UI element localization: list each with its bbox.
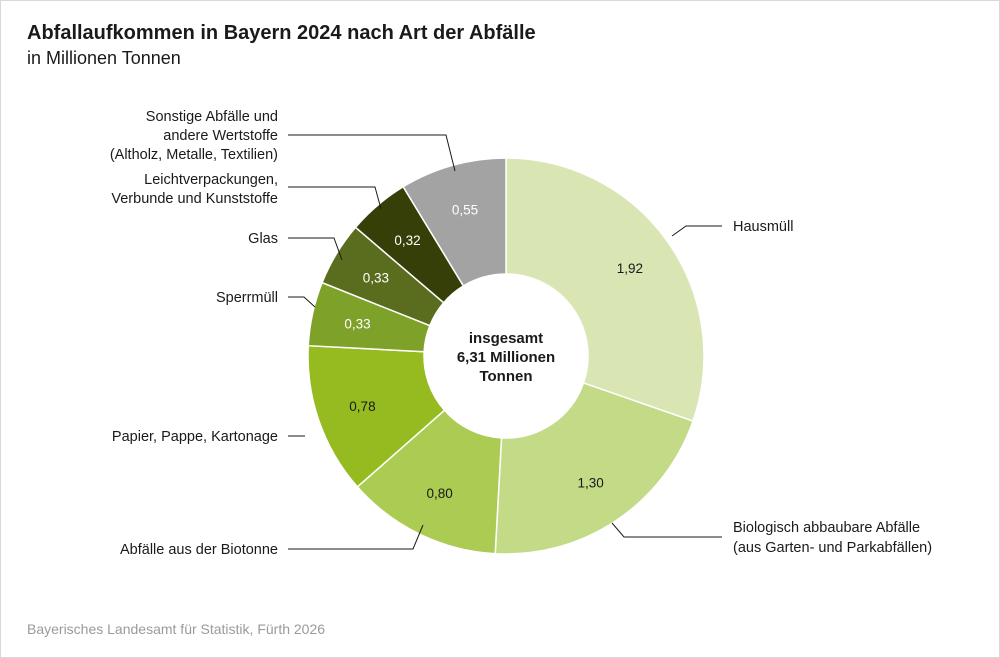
slice-papier-pappe-kartonage (307, 344, 446, 488)
slice-abfalle-aus-der-biotonne (356, 409, 503, 555)
leader-line-hausmull (671, 225, 722, 237)
category-label-papier-pappe-kartonage: Papier, Pappe, Kartonage (112, 429, 278, 445)
slice-labels: Hausmüll Biologisch abbaubare Abfälle (aus… (110, 109, 932, 558)
value-label-glas: 0,33 (363, 270, 389, 285)
chart-subtitle: in Millionen Tonnen (27, 48, 181, 68)
value-label-abfalle-aus-der-biotonne: 0,80 (427, 486, 453, 501)
category-label-hausmull: Hausmüll (733, 219, 793, 235)
category-label-leichtverpackungen-verbunde-und-kunststoffe-line-2: Verbunde und Kunststoffe (111, 191, 278, 207)
category-label-sonstige-abfalle-und-andere-wertstoffe-altholz-metalle-textilien-line-1: Sonstige Abfälle und (146, 109, 278, 125)
leader-line-abfalle-aus-der-biotonne (288, 524, 424, 550)
center-label-line-2: 6,31 Millionen (457, 349, 555, 366)
slice-values: 1,92 1,30 0,80 0,78 0,33 0,33 0,32 0,55 (344, 203, 643, 501)
category-label-sonstige-abfalle-und-andere-wertstoffe-altholz-metalle-textilien-line-3: (Altholz, Metalle, Textilien) (110, 147, 278, 163)
value-label-sonstige-abfalle-und-andere-wertstoffe-altholz-metalle-textilien: 0,55 (452, 203, 478, 218)
slice-hausmull (505, 157, 705, 423)
value-label-papier-pappe-kartonage: 0,78 (349, 399, 375, 414)
category-label-abfalle-aus-der-biotonne: Abfälle aus der Biotonne (120, 542, 278, 558)
source-note: Bayerisches Landesamt für Statistik, Für… (27, 621, 326, 637)
category-label-leichtverpackungen-verbunde-und-kunststoffe-line-1: Leichtverpackungen, (144, 172, 278, 188)
category-label-sonstige-abfalle-und-andere-wertstoffe-altholz-metalle-textilien-line-2: andere Wertstoffe (163, 128, 278, 144)
value-label-sperrmull: 0,33 (344, 316, 370, 331)
leader-line-glas (288, 237, 343, 261)
category-label-biologisch-abbaubare-abfalle-aus-garten-und-parkabfallen-line-2: (aus Garten- und Parkabfällen) (733, 540, 932, 556)
category-label-glas: Glas (248, 231, 278, 247)
value-label-biologisch-abbaubare-abfalle-aus-garten-und-parkabfallen: 1,30 (578, 475, 604, 490)
category-label-sperrmull: Sperrmüll (216, 290, 278, 306)
leader-line-biologisch-abbaubare-abfalle-aus-garten-und-parkabfallen (611, 522, 722, 538)
leader-line-sonstige-abfalle-und-andere-wertstoffe-altholz-metalle-textilien (288, 134, 456, 172)
leader-line-leichtverpackungen-verbunde-und-kunststoffe (288, 186, 382, 210)
center-label-line-1: insgesamt (469, 330, 543, 347)
category-label-biologisch-abbaubare-abfalle-aus-garten-und-parkabfallen-line-1: Biologisch abbaubare Abfälle (733, 520, 920, 536)
chart-title: Abfallaufkommen in Bayern 2024 nach Art … (27, 22, 536, 44)
value-label-leichtverpackungen-verbunde-und-kunststoffe: 0,32 (394, 233, 420, 248)
slice-sonstige-abfalle-und-andere-wertstoffe-altholz-metalle-textilien (402, 157, 507, 287)
value-label-hausmull: 1,92 (617, 261, 643, 276)
leader-lines (288, 134, 722, 550)
donut-slices (307, 157, 705, 555)
center-label-line-3: Tonnen (479, 368, 532, 385)
leader-line-sperrmull (288, 296, 316, 308)
slice-biologisch-abbaubare-abfalle-aus-garten-und-parkabfallen (494, 382, 694, 555)
